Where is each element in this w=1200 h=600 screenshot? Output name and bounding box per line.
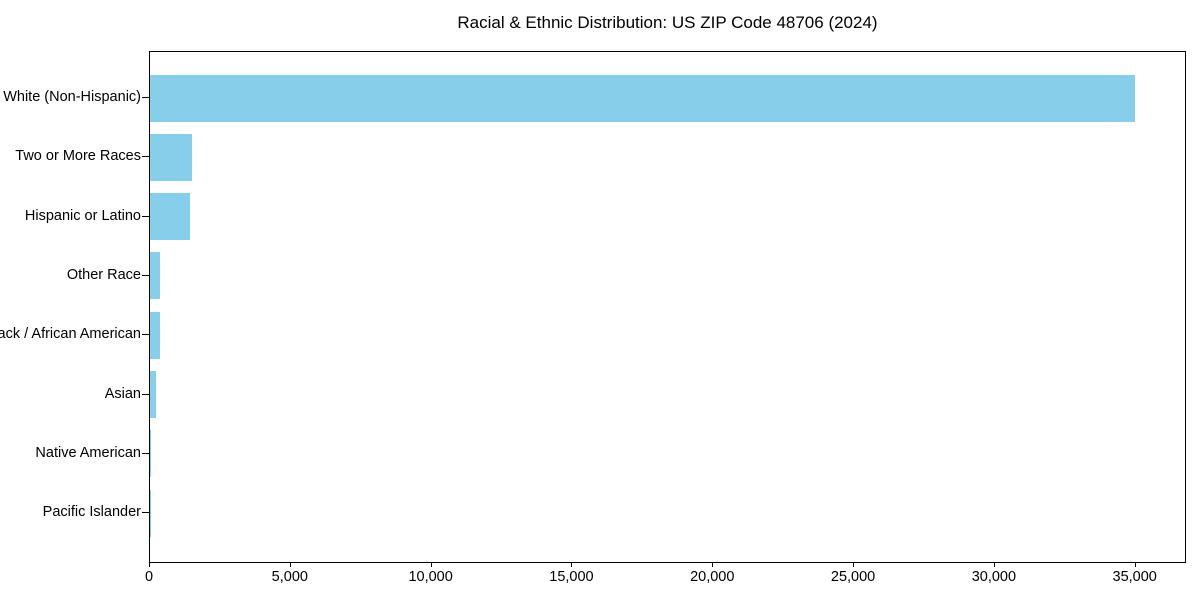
- x-tick-25000: [853, 562, 855, 567]
- x-tick-30000: [993, 562, 995, 567]
- y-tick-label-native-american: Native American: [35, 444, 141, 461]
- y-tick-white-non-hispanic: [142, 97, 149, 98]
- chart-title: Racial & Ethnic Distribution: US ZIP Cod…: [457, 13, 878, 32]
- y-tick-label-hispanic-or-latino: Hispanic or Latino: [24, 207, 141, 224]
- bar-two-or-more-races: [150, 133, 192, 181]
- y-tick-black-african-american: [142, 334, 149, 336]
- x-tick-15000: [571, 562, 573, 567]
- x-tick-label-0: 0: [144, 569, 154, 585]
- bar-native-american: [150, 430, 152, 478]
- y-tick-hispanic-or-latino: [142, 215, 149, 217]
- y-tick-label-two-or-more-races: Two or More Races: [15, 148, 141, 165]
- x-tick-35000: [1134, 562, 1136, 567]
- y-tick-label-asian: Asian: [104, 385, 141, 402]
- y-tick-asian: [142, 393, 149, 395]
- x-tick-label-35000: 35,000: [1112, 569, 1157, 585]
- bar-other-race: [150, 252, 161, 300]
- y-tick-label-pacific-islander: Pacific Islander: [42, 504, 141, 521]
- x-tick-10000: [430, 562, 432, 567]
- bar-hispanic-or-latino: [150, 193, 190, 241]
- y-tick-two-or-more-races: [142, 156, 149, 158]
- x-tick-label-5000: 5,000: [271, 569, 308, 585]
- bar-asian: [150, 371, 156, 418]
- x-tick-0: [149, 562, 150, 567]
- y-tick-label-other-race: Other Race: [66, 266, 141, 283]
- y-tick-label-white-non-hispanic: White (Non-Hispanic): [3, 89, 141, 105]
- bar-black-african-american: [150, 311, 160, 359]
- y-tick-other-race: [142, 274, 149, 276]
- x-tick-20000: [712, 562, 714, 567]
- bar-pacific-islander: [150, 489, 151, 537]
- x-tick-label-25000: 25,000: [830, 569, 876, 585]
- y-tick-label-black-african-american: Black / African American: [0, 326, 141, 343]
- x-tick-label-10000: 10,000: [408, 569, 453, 585]
- x-tick-label-15000: 15,000: [549, 569, 594, 585]
- y-tick-pacific-islander: [142, 512, 149, 514]
- x-tick-5000: [289, 562, 291, 567]
- y-tick-native-american: [142, 452, 149, 454]
- x-tick-label-20000: 20,000: [690, 569, 735, 585]
- bar-white-non-hispanic: [150, 74, 1136, 122]
- plot-area: [149, 51, 1186, 563]
- x-tick-label-30000: 30,000: [971, 569, 1017, 585]
